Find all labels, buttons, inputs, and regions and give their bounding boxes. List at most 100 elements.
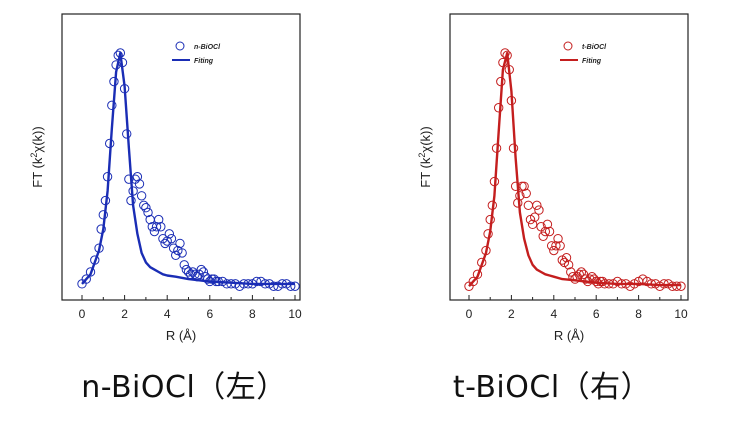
data-point [151,222,162,232]
data-point [544,226,555,237]
data-point [124,174,134,184]
data-point [540,226,551,237]
x-tick-label: 2 [508,307,515,321]
x-tick-label: 0 [79,307,86,321]
data-point [508,143,519,153]
data-point [485,214,495,225]
data-point [491,143,502,153]
legend-label-fit: Fiting [194,58,214,65]
data-point [555,241,565,251]
data-point [117,57,128,68]
fit-line [81,51,295,286]
data-point [519,181,529,191]
legend-marker-data [175,41,185,51]
data-point [498,57,508,68]
data-point [104,138,115,149]
data-point [493,103,504,113]
data-point [98,210,109,220]
data-point [523,200,534,211]
data-point [111,60,121,70]
data-point [483,229,493,239]
data-point [107,100,117,111]
data-point [566,267,576,277]
x-tick-label: 8 [249,307,256,321]
data-point [128,186,138,196]
data-point [156,222,166,232]
chart-n-biocl: 0 2 4 6 8 10 R (Å) FT (k2χ(k)) n-BiOCl Fiting [29,13,302,343]
data-point [659,279,669,289]
data-point [532,200,542,211]
caption-t-biocl: t-BiOCl（右） [452,370,652,405]
x-axis-label: R (Å) [166,328,196,343]
data-point [277,279,287,289]
data-point [202,274,213,284]
data-point [81,274,91,284]
data-point [175,238,185,249]
chart-panel-t-biocl: 0 2 4 6 8 10 R (Å) FT (k2χ(k)) t-BiOCl Fiting t-B… [368,0,736,433]
data-point [468,276,478,287]
x-tick-label: 4 [550,307,557,321]
plot-frame [61,13,301,301]
data-point [164,229,175,239]
data-point [676,281,686,291]
data-point [160,238,170,249]
x-tick-label: 10 [674,307,688,321]
data-point [527,219,538,230]
x-tick-label: 0 [466,307,473,321]
data-point [481,245,491,256]
data-point [530,212,540,222]
data-point [153,214,164,225]
data-point [604,279,614,289]
data-point [179,260,189,270]
legend-label-data: t-BiOCl [582,44,607,51]
data-point [196,264,206,275]
data-point [500,48,510,58]
x-tick-label: 2 [121,307,128,321]
x-tick-label: 6 [206,307,213,321]
data-point [100,195,111,206]
caption-n-biocl: n-BiOCl（左） [81,370,287,405]
data-point [243,279,253,289]
data-point [561,252,572,263]
data-point [496,76,506,87]
data-point [132,172,143,182]
data-point [251,276,262,287]
data-point [549,245,559,256]
data-point [506,95,517,106]
data-point [126,195,136,206]
data-point [171,250,181,261]
data-point [286,281,296,291]
x-tick-label: 6 [593,307,600,321]
data-point [102,172,113,182]
chart-panel-n-biocl: 0 2 4 6 8 10 R (Å) FT (k2χ(k)) n-BiOCl Fiting n-B… [29,13,302,405]
data-point [183,267,194,277]
x-tick-label: 8 [635,307,642,321]
data-point [578,269,589,280]
data-point [136,191,147,201]
data-point [166,233,177,244]
data-point [472,269,483,280]
data-point [85,267,96,277]
data-point [563,260,574,270]
data-point [616,279,627,289]
data-point [646,279,657,289]
data-point [521,188,531,199]
data-point [190,269,200,280]
fit-line [468,51,681,288]
data-point [538,231,548,241]
data-point [141,203,151,213]
data-point [149,226,160,237]
data-point [502,50,512,61]
data-point [143,207,153,218]
data-point [122,129,132,139]
data-point [487,200,498,211]
data-point [597,276,608,287]
data-point [177,248,187,258]
data-point [553,233,563,244]
data-point [591,276,601,287]
data-point [551,241,561,251]
data-point [576,267,587,277]
legend-label-fit: Fiting [582,58,602,65]
data-point [115,48,126,58]
data-point [517,181,527,191]
